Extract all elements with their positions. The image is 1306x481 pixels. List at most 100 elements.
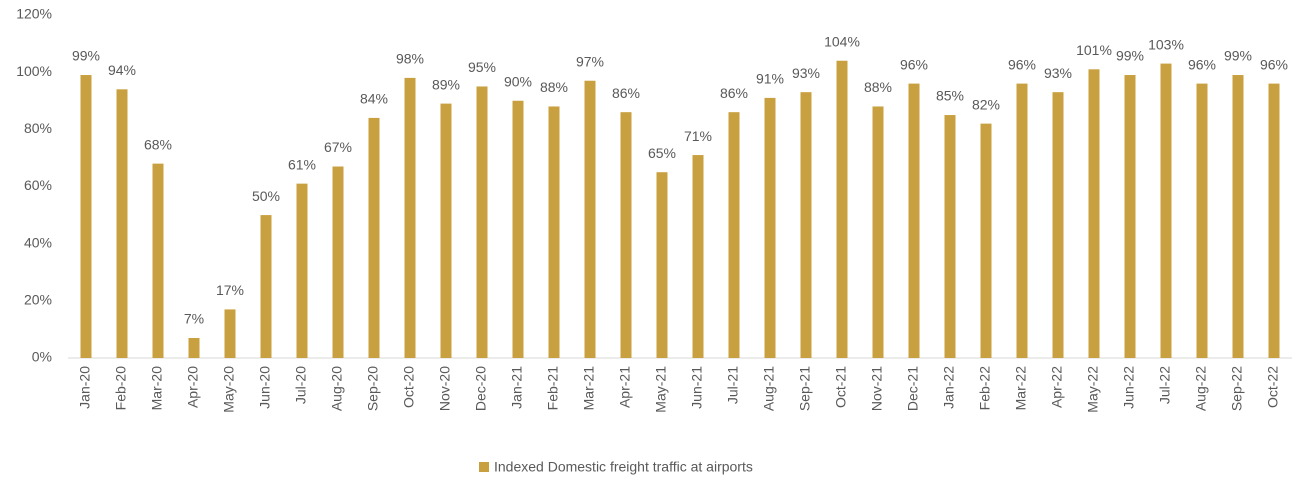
x-tick-label: Mar-21 — [581, 366, 597, 411]
bar — [404, 77, 416, 358]
data-label: 94% — [108, 62, 136, 78]
y-tick-label: 120% — [16, 6, 52, 22]
x-tick-label: May-22 — [1085, 366, 1101, 413]
y-tick-label: 60% — [24, 177, 52, 193]
data-label: 99% — [72, 48, 100, 64]
bar — [944, 115, 956, 359]
bar — [224, 309, 236, 358]
x-tick-label: Jul-22 — [1157, 366, 1173, 404]
bar — [1268, 83, 1280, 358]
data-label: 97% — [576, 53, 604, 69]
x-tick-label: Jul-20 — [293, 366, 309, 404]
y-tick-label: 0% — [32, 349, 52, 365]
data-label: 91% — [756, 71, 784, 87]
bar — [692, 155, 704, 358]
x-tick-label: Oct-21 — [833, 366, 849, 408]
data-label: 86% — [720, 85, 748, 101]
bar — [584, 80, 596, 358]
data-label: 96% — [1260, 56, 1288, 72]
bar — [656, 172, 668, 358]
bar — [764, 97, 776, 359]
bar — [800, 92, 812, 359]
data-label: 61% — [288, 156, 316, 172]
bar — [188, 337, 200, 358]
data-label: 96% — [900, 56, 928, 72]
data-label: 84% — [360, 91, 388, 107]
x-tick-label: Jan-20 — [77, 366, 93, 409]
bar — [1232, 75, 1244, 359]
data-label: 101% — [1076, 42, 1112, 58]
bar — [152, 163, 164, 358]
x-tick-label: Sep-22 — [1229, 366, 1245, 411]
data-label: 50% — [252, 188, 280, 204]
bar — [476, 86, 488, 358]
x-tick-label: Dec-20 — [473, 366, 489, 411]
x-tick-label: May-21 — [653, 366, 669, 413]
bar — [620, 112, 632, 358]
y-tick-label: 20% — [24, 292, 52, 308]
x-tick-label: Mar-22 — [1013, 366, 1029, 411]
bar — [1016, 83, 1028, 358]
x-tick-label: Jul-21 — [725, 366, 741, 404]
data-label: 90% — [504, 73, 532, 89]
legend-label: Indexed Domestic freight traffic at airp… — [494, 459, 753, 475]
data-label: 99% — [1116, 48, 1144, 64]
data-label: 68% — [144, 136, 172, 152]
bar — [728, 112, 740, 358]
x-tick-label: Feb-20 — [113, 366, 129, 411]
x-tick-label: Mar-20 — [149, 366, 165, 411]
x-tick-label: Jun-21 — [689, 366, 705, 409]
data-label: 67% — [324, 139, 352, 155]
data-label: 65% — [648, 145, 676, 161]
x-tick-label: May-20 — [221, 366, 237, 413]
data-label: 86% — [612, 85, 640, 101]
bar — [548, 106, 560, 358]
y-tick-label: 40% — [24, 234, 52, 250]
x-tick-label: Jun-20 — [257, 366, 273, 409]
bar — [260, 215, 272, 358]
x-tick-label: Jun-22 — [1121, 366, 1137, 409]
x-tick-label: Aug-21 — [761, 366, 777, 411]
bar — [872, 106, 884, 358]
bar — [1124, 75, 1136, 359]
x-tick-label: Aug-20 — [329, 366, 345, 411]
data-label: 95% — [468, 59, 496, 75]
data-label: 7% — [184, 311, 204, 327]
data-label: 82% — [972, 96, 1000, 112]
bar — [1160, 63, 1172, 358]
bar — [1088, 69, 1100, 358]
x-tick-label: Aug-22 — [1193, 366, 1209, 411]
x-tick-label: Feb-22 — [977, 366, 993, 411]
y-tick-label: 80% — [24, 120, 52, 136]
bar — [440, 103, 452, 358]
data-label: 85% — [936, 88, 964, 104]
data-label: 96% — [1008, 56, 1036, 72]
data-label: 96% — [1188, 56, 1216, 72]
bar — [296, 183, 308, 358]
data-label: 93% — [1044, 65, 1072, 81]
data-label: 88% — [540, 79, 568, 95]
data-label: 103% — [1148, 36, 1184, 52]
x-tick-label: Nov-21 — [869, 366, 885, 411]
data-label: 98% — [396, 51, 424, 67]
x-tick-label: Sep-20 — [365, 366, 381, 411]
x-tick-label: Jan-22 — [941, 366, 957, 409]
y-tick-label: 100% — [16, 63, 52, 79]
x-tick-label: Nov-20 — [437, 366, 453, 411]
data-label: 89% — [432, 76, 460, 92]
legend-swatch — [479, 462, 489, 472]
x-tick-label: Sep-21 — [797, 366, 813, 411]
bar — [980, 123, 992, 358]
data-label: 88% — [864, 79, 892, 95]
x-tick-label: Apr-21 — [617, 366, 633, 408]
bar — [332, 166, 344, 358]
data-label: 93% — [792, 65, 820, 81]
data-label: 99% — [1224, 48, 1252, 64]
bar — [1052, 92, 1064, 359]
x-tick-label: Apr-20 — [185, 366, 201, 408]
x-tick-label: Oct-22 — [1265, 366, 1281, 408]
x-tick-label: Apr-22 — [1049, 366, 1065, 408]
bar — [836, 60, 848, 358]
bar — [512, 100, 524, 358]
